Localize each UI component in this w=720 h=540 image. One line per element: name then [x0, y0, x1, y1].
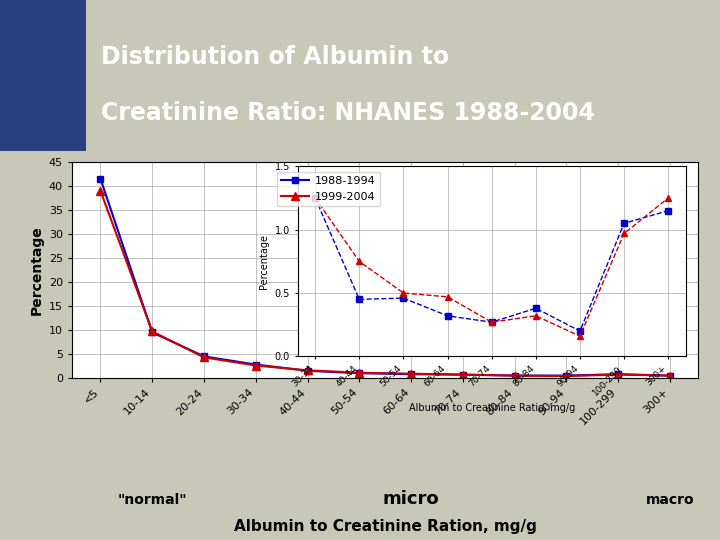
1999-2004 [562, 373, 571, 379]
1999-2004 [665, 373, 674, 379]
Text: Creatinine Ratio: NHANES 1988-2004: Creatinine Ratio: NHANES 1988-2004 [101, 102, 595, 125]
Text: Albumin to Creatinine Ration, mg/g: Albumin to Creatinine Ration, mg/g [234, 519, 536, 534]
1988-1994 [303, 368, 312, 374]
1988-1994 [148, 329, 156, 336]
Text: micro: micro [383, 490, 439, 509]
1999-2004 [614, 372, 623, 378]
1988-1994 [510, 373, 519, 379]
1988-1994 [459, 372, 467, 378]
1999-2004 [251, 362, 260, 369]
1999-2004 [510, 373, 519, 379]
1988-1994 [199, 353, 208, 360]
Text: "normal": "normal" [117, 492, 187, 507]
Legend: 1988-1994, 1999-2004: 1988-1994, 1999-2004 [276, 172, 379, 206]
Line: 1999-2004: 1999-2004 [96, 187, 674, 380]
1999-2004 [407, 370, 415, 377]
1999-2004 [355, 369, 364, 376]
1988-1994 [96, 176, 105, 182]
Y-axis label: Percentage: Percentage [30, 225, 43, 315]
1988-1994 [614, 371, 623, 377]
1999-2004 [303, 367, 312, 374]
Text: Distribution of Albumin to: Distribution of Albumin to [101, 45, 449, 70]
Text: macro: macro [646, 492, 694, 507]
1999-2004 [148, 328, 156, 335]
Line: 1988-1994: 1988-1994 [97, 176, 673, 379]
1988-1994 [665, 373, 674, 379]
FancyBboxPatch shape [0, 0, 86, 151]
1988-1994 [562, 373, 571, 379]
1988-1994 [407, 371, 415, 377]
1999-2004 [199, 354, 208, 361]
1988-1994 [251, 361, 260, 368]
1999-2004 [459, 372, 467, 378]
1988-1994 [355, 370, 364, 376]
1999-2004 [96, 187, 105, 194]
